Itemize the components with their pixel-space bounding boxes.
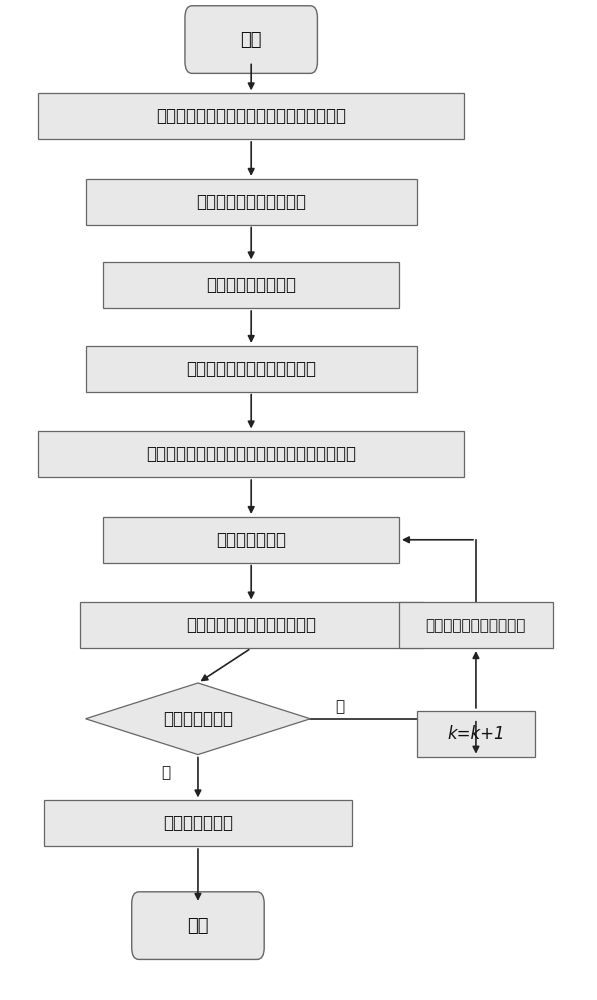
Text: 粒子进行自我认知、社会认知，更新速度、位置: 粒子进行自我认知、社会认知，更新速度、位置: [146, 445, 356, 463]
Text: 计算各粒子罚函数值: 计算各粒子罚函数值: [206, 276, 296, 294]
FancyBboxPatch shape: [132, 892, 264, 959]
Text: 满足终止条件？: 满足终止条件？: [163, 710, 233, 728]
Text: 是: 是: [161, 765, 170, 780]
Text: 输出目标函数值: 输出目标函数值: [163, 814, 233, 832]
Text: 开始: 开始: [241, 31, 262, 49]
Text: 寻找个体最优解和群体最优解: 寻找个体最优解和群体最优解: [186, 360, 316, 378]
FancyBboxPatch shape: [399, 602, 553, 648]
FancyBboxPatch shape: [103, 517, 399, 563]
FancyBboxPatch shape: [44, 800, 352, 846]
FancyBboxPatch shape: [417, 711, 535, 757]
Text: 否: 否: [336, 699, 344, 714]
Text: 粒子适应度计算: 粒子适应度计算: [216, 531, 286, 549]
Polygon shape: [85, 683, 310, 755]
FancyBboxPatch shape: [185, 6, 318, 73]
FancyBboxPatch shape: [85, 346, 417, 392]
Text: 构造罚函数转化约束条件: 构造罚函数转化约束条件: [196, 193, 306, 211]
Text: 非线性递减惯性权重更新: 非线性递减惯性权重更新: [426, 618, 526, 633]
FancyBboxPatch shape: [38, 93, 464, 139]
Text: 初始化粒子群位置速度变量，引入系数矩阵: 初始化粒子群位置速度变量，引入系数矩阵: [156, 107, 346, 125]
FancyBboxPatch shape: [85, 179, 417, 225]
Text: 个体最优解和群体最优解更新: 个体最优解和群体最优解更新: [186, 616, 316, 634]
FancyBboxPatch shape: [103, 262, 399, 308]
Text: k=k+1: k=k+1: [447, 725, 504, 743]
FancyBboxPatch shape: [38, 431, 464, 477]
FancyBboxPatch shape: [79, 602, 423, 648]
Text: 结束: 结束: [187, 917, 209, 935]
